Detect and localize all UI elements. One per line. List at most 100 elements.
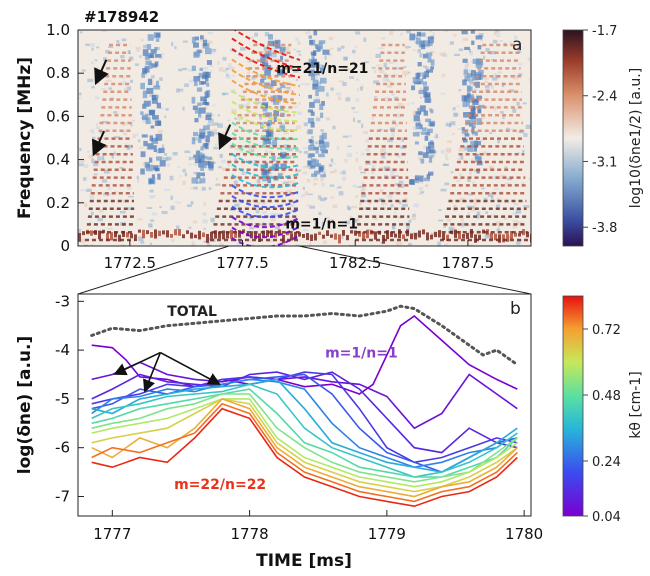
spectrogram-low-band: [270, 230, 273, 238]
spectrogram-speckle: [472, 181, 475, 185]
spectrogram-speckle: [209, 65, 214, 67]
spectrogram-speckle: [429, 50, 435, 54]
spectrogram-speckle: [89, 194, 95, 199]
spectrogram-blue-patch: [428, 141, 435, 149]
spectrogram-speckle: [127, 49, 131, 55]
spectrogram-speckle: [225, 67, 229, 71]
spectrogram-blue-patch: [275, 45, 281, 49]
spectrogram-blue-patch: [415, 175, 420, 181]
spectrogram-speckle: [195, 181, 202, 184]
spectrogram-blue-patch: [207, 156, 213, 160]
spectrogram-speckle: [497, 71, 502, 74]
spectrogram-speckle: [181, 89, 184, 93]
spectrogram-speckle: [114, 190, 118, 193]
mode-curve: [231, 153, 301, 169]
mode-curve: [231, 90, 301, 114]
spectrogram-speckle: [95, 46, 100, 49]
spectrogram-low-band: [422, 229, 425, 235]
spectrogram-speckle: [361, 187, 367, 191]
spectrogram-low-band: [130, 233, 133, 239]
spectrogram-blue-patch: [320, 174, 327, 178]
spectrogram-speckle: [396, 106, 402, 109]
spectrogram-low-band: [194, 234, 197, 239]
spectrogram-speckle: [138, 236, 144, 241]
spectrogram-speckle: [151, 212, 158, 216]
panel-a-annotations: m=21/n=21 m=1/n=1: [91, 59, 368, 233]
spectrogram-blue-patch: [263, 82, 270, 89]
spectrogram-speckle: [192, 137, 198, 141]
spectrogram-speckle: [523, 133, 528, 137]
colorbar-a-tick-label: -1.7: [592, 24, 617, 39]
spectrogram-speckle: [250, 36, 254, 40]
spectrogram-speckle: [467, 177, 471, 182]
spectrogram-blue-patch: [312, 83, 318, 90]
spectrogram-speckle: [426, 46, 430, 48]
spectrogram-speckle: [182, 67, 188, 71]
spectrogram-speckle: [348, 134, 353, 138]
spectrogram-speckle: [326, 117, 331, 121]
spectrogram-speckle: [361, 123, 364, 129]
spectrogram-blue-patch: [317, 64, 321, 69]
spectrogram-speckle: [143, 44, 148, 49]
spectrogram-speckle: [404, 198, 408, 203]
spectrogram-blue-patch: [262, 62, 269, 67]
spectrogram-speckle: [223, 237, 229, 240]
spectrogram-blue-patch: [206, 83, 210, 87]
spectrogram-blue-patch: [315, 44, 319, 49]
spectrogram-speckle: [295, 244, 300, 246]
spectrogram-blue-patch: [267, 177, 272, 183]
spectrogram-speckle: [171, 239, 175, 242]
spectrogram-speckle: [482, 151, 487, 156]
spectrogram-blue-patch: [158, 147, 165, 153]
spectrogram-speckle: [348, 206, 352, 211]
spectrogram-speckle: [209, 244, 212, 246]
spectrogram-speckle: [497, 139, 501, 144]
spectrogram-speckle: [241, 145, 246, 148]
spectrogram-blue-patch: [267, 123, 271, 131]
spectrogram-speckle: [342, 176, 346, 181]
spectrogram-blue-patch: [194, 107, 202, 114]
spectrogram-speckle: [494, 73, 497, 77]
spectrogram-speckle: [313, 75, 318, 80]
spectrogram-speckle: [324, 55, 327, 60]
spectrogram-low-band: [522, 229, 525, 236]
spectrogram-blue-patch: [193, 42, 199, 48]
spectrogram-speckle: [342, 135, 349, 138]
spectrogram-speckle: [106, 194, 110, 196]
spectrogram-blue-patch: [428, 171, 434, 176]
spectrogram-speckle: [190, 201, 194, 205]
spectrogram-speckle: [422, 65, 428, 68]
spectrogram-speckle: [374, 96, 377, 98]
spectrogram-blue-patch: [193, 51, 201, 57]
panel-b-annotation: m=22/n=22: [174, 477, 266, 493]
spectrogram-speckle: [136, 175, 139, 179]
spectrogram-blue-patch: [318, 166, 323, 173]
spectrogram-speckle: [149, 242, 153, 245]
spectrogram-speckle: [480, 137, 484, 141]
spectrogram-blue-patch: [318, 86, 325, 92]
spectrogram-blue-patch: [202, 165, 207, 169]
spectrogram-blue-patch: [203, 99, 207, 104]
spectrogram-speckle: [411, 215, 416, 221]
spectrogram-speckle: [485, 85, 490, 88]
spectrogram-speckle: [229, 66, 235, 70]
spectrogram-low-band: [394, 233, 397, 238]
spectrogram-blue-patch: [471, 70, 476, 77]
series-line: [91, 398, 518, 493]
spectrogram-speckle: [390, 204, 394, 208]
spectrogram-low-band: [386, 230, 389, 240]
spectrogram-speckle: [101, 121, 108, 124]
spectrogram-speckle: [264, 92, 267, 97]
spectrogram-blue-patch: [464, 75, 470, 82]
spectrogram-speckle: [210, 129, 213, 132]
spectrogram-speckle: [492, 77, 498, 81]
spectrogram-speckle: [413, 49, 416, 52]
spectrogram-speckle: [359, 87, 363, 91]
spectrogram-blue-patch: [461, 127, 465, 131]
spectrogram-speckle: [389, 127, 395, 131]
spectrogram-speckle: [183, 40, 188, 43]
spectrogram-speckle: [344, 158, 348, 163]
panel-b-ytick-label: -4: [55, 341, 70, 359]
spectrogram-blue-patch: [149, 53, 154, 59]
